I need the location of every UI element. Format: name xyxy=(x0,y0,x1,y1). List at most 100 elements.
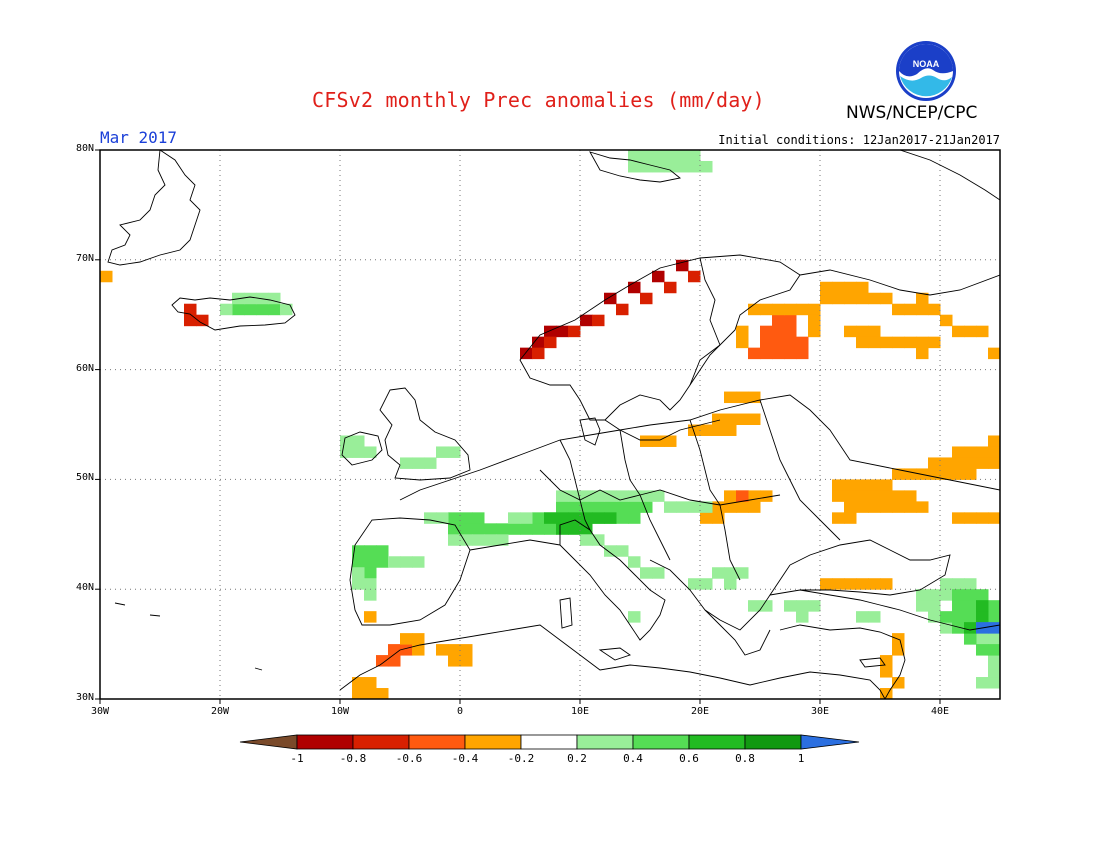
anomaly-cell xyxy=(964,600,977,612)
anomaly-cell xyxy=(604,545,617,557)
anomaly-cell xyxy=(844,512,857,524)
anomaly-cell xyxy=(844,479,857,491)
anomaly-cell xyxy=(916,589,929,601)
anomaly-cell xyxy=(760,347,773,360)
anomaly-cell xyxy=(808,303,821,316)
colorbar-label: 1 xyxy=(797,752,805,765)
anomaly-cell xyxy=(748,490,761,502)
anomaly-cell xyxy=(412,556,425,568)
anomaly-cell xyxy=(904,468,917,480)
anomaly-cell xyxy=(364,545,377,557)
colorbar-segment xyxy=(352,734,410,750)
anomaly-cell xyxy=(916,600,929,612)
anomaly-region xyxy=(976,622,1000,634)
anomaly-cell xyxy=(952,600,965,612)
anomaly-cell xyxy=(844,281,857,294)
anomaly-cell xyxy=(964,622,977,634)
colorbar-segment xyxy=(744,734,802,750)
lon-label: 30E xyxy=(810,706,830,717)
anomaly-cell xyxy=(988,633,1000,645)
anomaly-cell xyxy=(964,578,977,590)
anomaly-cell xyxy=(664,435,677,447)
anomaly-cell xyxy=(640,160,653,173)
anomaly-cell xyxy=(964,512,977,524)
anomaly-cell xyxy=(940,314,953,327)
anomaly-cell xyxy=(856,336,869,349)
anomaly-cell xyxy=(748,391,761,404)
anomaly-cell xyxy=(712,501,725,513)
anomaly-cell xyxy=(988,644,1000,656)
noaa-logo-text: NOAA xyxy=(913,59,940,69)
anomaly-cell xyxy=(340,446,353,458)
anomaly-cell xyxy=(868,325,881,338)
anomaly-cell xyxy=(880,666,893,678)
anomaly-cell xyxy=(820,281,833,294)
anomaly-cell xyxy=(868,490,881,502)
anomaly-cell xyxy=(412,644,425,656)
anomaly-region xyxy=(352,545,389,579)
anomaly-cell xyxy=(748,347,761,360)
colorbar-segment xyxy=(520,734,578,750)
anomaly-cell xyxy=(916,292,929,305)
colorbar-label: 0.2 xyxy=(567,752,587,765)
anomaly-cell xyxy=(868,578,881,590)
anomaly-cell xyxy=(580,512,593,524)
anomaly-cell xyxy=(832,512,845,524)
anomaly-cell xyxy=(988,622,1000,634)
anomaly-cell xyxy=(964,446,977,458)
anomaly-cell xyxy=(736,391,749,404)
anomaly-cell xyxy=(520,347,533,360)
anomaly-cell xyxy=(376,545,389,557)
colorbar-label: -0.4 xyxy=(451,752,479,765)
italy-coast xyxy=(559,519,666,641)
anomaly-cell xyxy=(940,611,953,623)
anomaly-cell xyxy=(904,336,917,349)
colorbar xyxy=(239,734,860,750)
colorbar-segment xyxy=(464,734,522,750)
anomaly-region xyxy=(628,578,713,623)
anomaly-cell xyxy=(736,325,749,338)
lon-label: 30W xyxy=(90,706,110,717)
anomaly-cell xyxy=(772,325,785,338)
anomaly-cell xyxy=(988,611,1000,623)
anomaly-cell xyxy=(388,655,401,667)
inner-borders-2 xyxy=(559,439,591,531)
anomaly-cell xyxy=(496,523,509,535)
anomaly-region xyxy=(712,567,773,612)
anomaly-cell xyxy=(928,336,941,349)
colorbar-label: -0.8 xyxy=(339,752,367,765)
anomaly-cell xyxy=(616,545,629,557)
anomaly-cell xyxy=(640,501,653,513)
anomaly-cell xyxy=(448,512,461,524)
anomaly-cell xyxy=(736,336,749,349)
anomaly-cell xyxy=(880,490,893,502)
gb-coast xyxy=(379,387,471,481)
anomaly-cell xyxy=(784,600,797,612)
anomaly-cell xyxy=(928,611,941,623)
anomaly-cell xyxy=(568,325,581,338)
anomaly-cell xyxy=(640,435,653,447)
anomaly-cell xyxy=(580,314,593,327)
anomaly-cell xyxy=(796,347,809,360)
anomaly-cell xyxy=(676,160,689,173)
anomaly-cell xyxy=(940,589,953,601)
anomaly-cell xyxy=(628,556,641,568)
anomaly-cell xyxy=(880,336,893,349)
anomaly-region xyxy=(736,490,749,502)
anomaly-cell xyxy=(508,512,521,524)
sardinia xyxy=(559,597,573,629)
anomaly-cell xyxy=(844,325,857,338)
anomaly-cell xyxy=(952,468,965,480)
anomaly-cell xyxy=(724,413,737,425)
greece-coast xyxy=(704,609,771,656)
anomaly-cell xyxy=(988,666,1000,678)
agency-label: NWS/NCEP/CPC xyxy=(846,103,978,123)
anomaly-cell xyxy=(784,325,797,338)
anomaly-cell xyxy=(844,578,857,590)
anomaly-cell xyxy=(880,501,893,513)
colorbar-segment xyxy=(632,734,690,750)
anomaly-cell xyxy=(388,556,401,568)
anomaly-cell xyxy=(184,314,197,327)
anomaly-region xyxy=(964,600,989,634)
anomaly-cell xyxy=(256,303,269,316)
